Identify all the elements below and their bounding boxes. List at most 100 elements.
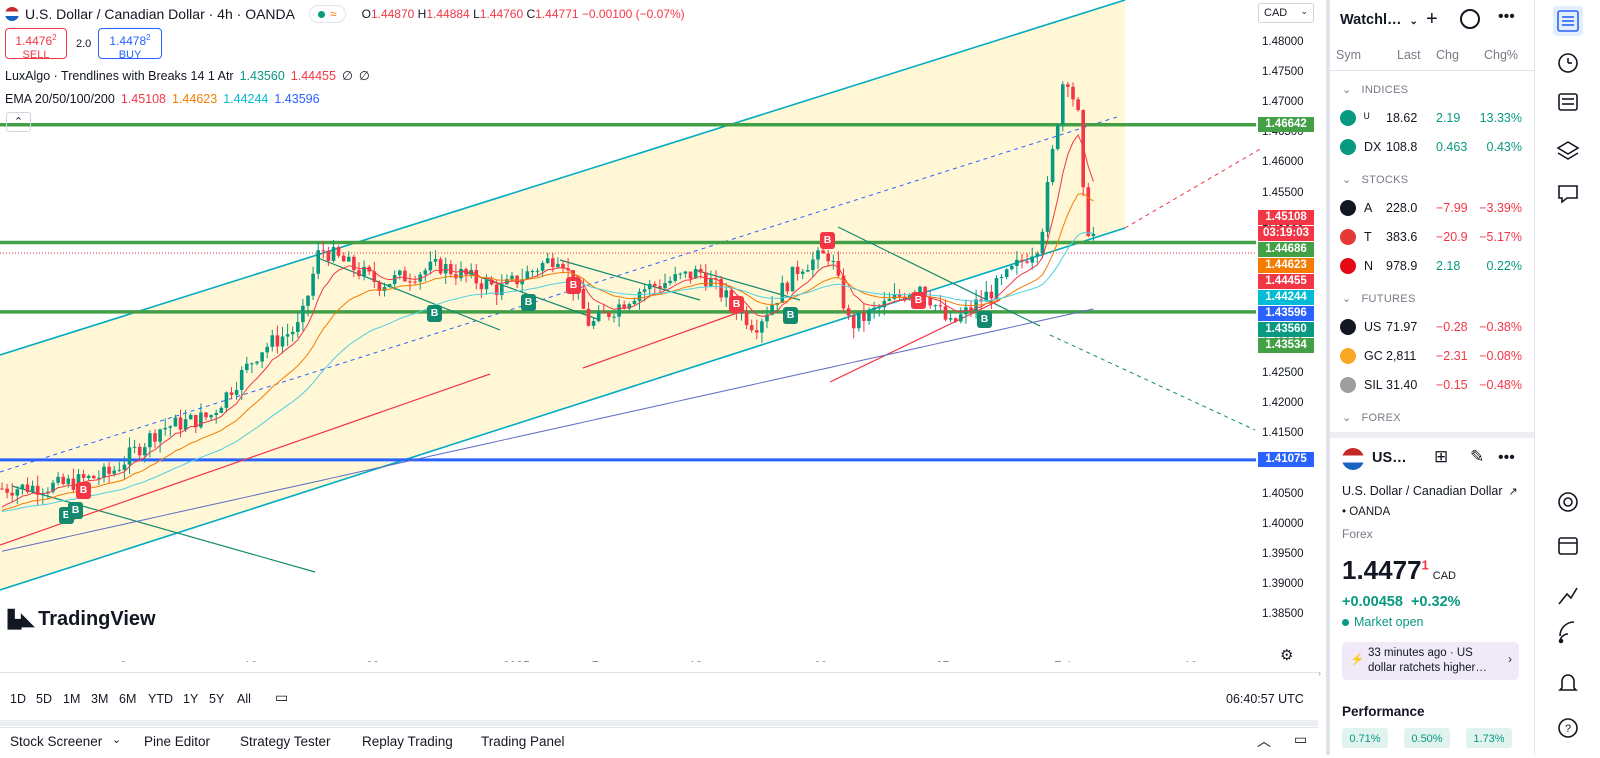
watchlist-row[interactable]: DX 108.8 0.463 0.43%	[1330, 133, 1538, 161]
calendar-icon[interactable]: ▭	[275, 689, 289, 705]
candle-body	[836, 261, 841, 276]
trendline	[837, 226, 1041, 327]
candle-body	[469, 269, 473, 275]
perf-chip[interactable]: 0.71%	[1342, 728, 1388, 748]
details-exchange[interactable]: • OANDA	[1342, 506, 1391, 518]
sell-button[interactable]: 1.44762 SELL	[5, 28, 67, 61]
watchlist-title[interactable]: Watchl… ⌄	[1340, 12, 1418, 28]
candle-body	[897, 294, 902, 297]
tab-trading-panel[interactable]: Trading Panel	[481, 734, 565, 749]
candle-body	[326, 250, 331, 261]
range-ytd[interactable]: YTD	[148, 692, 173, 706]
perf-chip[interactable]: 0.50%	[1404, 728, 1450, 748]
candle-body	[1050, 148, 1055, 183]
candle-body	[607, 312, 611, 317]
candle-body	[647, 283, 652, 290]
projection-down-line	[1049, 334, 1256, 431]
candle-body	[209, 415, 213, 418]
range-all[interactable]: All	[237, 692, 251, 706]
performance-label: Performance	[1342, 704, 1425, 719]
candle-body	[153, 433, 157, 442]
wave-icon: ≈	[330, 7, 337, 21]
maximize-icon[interactable]: ▭	[1294, 731, 1308, 747]
candle-body	[122, 464, 127, 470]
tab-strategy-tester[interactable]: Strategy Tester	[240, 734, 331, 749]
candle-body	[204, 412, 208, 418]
add-symbol-icon[interactable]: +	[1426, 8, 1438, 30]
perf-chip[interactable]: 1.73%	[1466, 728, 1512, 748]
watchlist-section-header[interactable]: ⌄ STOCKS	[1342, 174, 1409, 186]
range-6m[interactable]: 6M	[119, 692, 137, 706]
chevron-down-icon[interactable]: ⌄	[112, 734, 122, 746]
range-3m[interactable]: 3M	[91, 692, 109, 706]
watchlist-section-header[interactable]: ⌄ INDICES	[1342, 84, 1409, 96]
trendline	[559, 259, 701, 301]
candle-body	[117, 469, 122, 471]
watchlist-row[interactable]: GC 2,811 −2.31 −0.08%	[1330, 342, 1538, 370]
status-pill[interactable]: ≈	[309, 5, 346, 23]
chevron-up-icon[interactable]: ︿	[1257, 733, 1271, 749]
tab-stock-screener[interactable]: Stock Screener	[10, 734, 103, 749]
indicator-ema[interactable]: EMA 20/50/100/200 1.45108 1.44623 1.4424…	[5, 92, 320, 106]
utc-clock[interactable]: 06:40:57 UTC	[1226, 692, 1304, 706]
price-chart[interactable]	[0, 0, 1318, 662]
watchlist-section-header[interactable]: ⌄ FUTURES	[1342, 293, 1416, 305]
candle-body	[938, 305, 943, 307]
range-1d[interactable]: 1D	[10, 692, 26, 706]
alerts-clock-icon[interactable]	[1460, 9, 1480, 29]
watchlist-row[interactable]: US 71.97 −0.28 −0.38%	[1330, 313, 1538, 341]
candle-body	[551, 258, 555, 268]
candle-body	[790, 266, 795, 292]
price-tick: 1.42500	[1262, 367, 1304, 380]
details-symbol[interactable]: US…	[1372, 450, 1407, 466]
sidebar-collapse-handle[interactable]: ›	[1318, 668, 1321, 678]
details-full-name[interactable]: U.S. Dollar / Canadian Dollar ↗	[1342, 484, 1518, 498]
price-label: 1.41075	[1258, 452, 1314, 468]
candle-body	[602, 311, 606, 313]
candle-body	[724, 290, 728, 298]
chart-area[interactable]: U.S. Dollar / Canadian Dollar · 4h · OAN…	[0, 0, 1318, 662]
news-card[interactable]: ⚡ 33 minutes ago · US dollar ratchets hi…	[1342, 642, 1519, 680]
market-status: Market open	[1342, 615, 1423, 629]
buy-button[interactable]: 1.44782 BUY	[98, 28, 162, 61]
ema-200-line	[1, 308, 1094, 552]
candle-body	[413, 281, 417, 283]
chart-settings-icon[interactable]: ⚙	[1280, 647, 1294, 662]
symbol-title[interactable]: U.S. Dollar / Canadian Dollar · 4h · OAN…	[25, 6, 295, 22]
tab-replay-trading[interactable]: Replay Trading	[362, 734, 453, 749]
grid-icon[interactable]: ⊞	[1434, 447, 1449, 466]
edit-icon[interactable]: ✎	[1470, 447, 1485, 466]
watchlist-sidebar: Watchl… ⌄ + ••• Sym Last Chg Chg% ⌄ INDICE…	[1326, 0, 1538, 755]
range-5d[interactable]: 5D	[36, 692, 52, 706]
watchlist-row[interactable]: SIL 31.40 −0.15 −0.48%	[1330, 371, 1538, 399]
oil-icon	[1340, 319, 1356, 335]
sell-signal-marker: B	[911, 292, 926, 309]
candle-body	[392, 275, 397, 285]
range-bar: 1D 5D 1M 3M 6M YTD 1Y 5Y All ▭ 06:40:57 …	[0, 686, 1318, 714]
price-tick: 1.48000	[1262, 36, 1304, 49]
more-icon[interactable]: •••	[1498, 449, 1515, 466]
watchlist-section-header[interactable]: ⌄ FOREX	[1342, 412, 1401, 424]
candle-body	[698, 269, 703, 273]
candle-body	[540, 262, 545, 271]
watchlist-row[interactable]: ᵁ 18.62 2.19 13.33%	[1330, 104, 1538, 132]
watchlist-row[interactable]: T 383.6 −20.9 −5.17%	[1330, 223, 1538, 251]
candle-body	[107, 466, 111, 474]
candle-body	[336, 246, 341, 256]
buy-signal-marker: B	[521, 294, 536, 311]
range-1m[interactable]: 1M	[63, 692, 81, 706]
watchlist-row[interactable]: A 228.0 −7.99 −3.39%	[1330, 194, 1538, 222]
watchlist-row[interactable]: N 978.9 2.18 0.22%	[1330, 252, 1538, 280]
target-icon	[1558, 492, 1578, 512]
chevron-down-icon: ⌄	[1300, 6, 1308, 16]
range-5y[interactable]: 5Y	[209, 692, 225, 706]
candle-body	[260, 352, 264, 362]
collapse-legend-button[interactable]: ⌃	[6, 112, 31, 132]
candle-body	[770, 304, 774, 315]
tab-pine-editor[interactable]: Pine Editor	[144, 734, 211, 749]
candle-body	[1030, 256, 1034, 263]
currency-select[interactable]: CAD ⌄	[1258, 3, 1314, 23]
range-1y[interactable]: 1Y	[183, 692, 199, 706]
more-icon[interactable]: •••	[1498, 8, 1515, 25]
indicator-luxalgo[interactable]: LuxAlgo · Trendlines with Breaks 14 1 At…	[5, 68, 370, 84]
